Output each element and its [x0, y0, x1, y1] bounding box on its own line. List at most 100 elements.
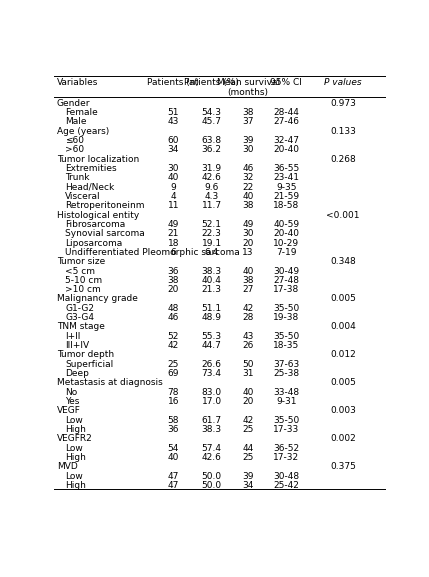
Text: 25-38: 25-38 — [273, 369, 299, 378]
Text: Extremities: Extremities — [65, 164, 117, 173]
Text: 32-47: 32-47 — [273, 136, 299, 145]
Text: 10-29: 10-29 — [273, 238, 299, 248]
Text: 33-48: 33-48 — [273, 388, 299, 397]
Text: Visceral: Visceral — [65, 192, 101, 201]
Text: 54: 54 — [168, 444, 179, 453]
Text: 47: 47 — [168, 481, 179, 490]
Text: 7-19: 7-19 — [276, 248, 296, 257]
Text: Gender: Gender — [57, 99, 91, 107]
Text: 42.6: 42.6 — [202, 173, 221, 182]
Text: 17.0: 17.0 — [202, 397, 222, 406]
Text: 38.3: 38.3 — [202, 425, 222, 434]
Text: 40: 40 — [168, 173, 179, 182]
Text: 30: 30 — [242, 145, 254, 154]
Text: 38: 38 — [168, 276, 179, 285]
Text: 9: 9 — [170, 182, 176, 192]
Text: 27-48: 27-48 — [273, 276, 299, 285]
Text: 0.133: 0.133 — [330, 126, 356, 136]
Text: 36: 36 — [168, 425, 179, 434]
Text: 0.348: 0.348 — [330, 257, 356, 266]
Text: 46: 46 — [242, 164, 254, 173]
Text: <5 cm: <5 cm — [65, 267, 95, 275]
Text: 23-41: 23-41 — [273, 173, 299, 182]
Text: 22.3: 22.3 — [202, 229, 221, 238]
Text: G1-G2: G1-G2 — [65, 304, 94, 313]
Text: 39: 39 — [242, 472, 254, 481]
Text: 47: 47 — [168, 472, 179, 481]
Text: 44.7: 44.7 — [202, 341, 221, 350]
Text: 25: 25 — [168, 360, 179, 369]
Text: 32: 32 — [242, 173, 254, 182]
Text: 63.8: 63.8 — [202, 136, 222, 145]
Text: Metastasis at diagnosis: Metastasis at diagnosis — [57, 379, 163, 388]
Text: Variables: Variables — [57, 78, 98, 87]
Text: 0.003: 0.003 — [330, 406, 356, 415]
Text: 21: 21 — [168, 229, 179, 238]
Text: 18-35: 18-35 — [273, 341, 299, 350]
Text: 52.1: 52.1 — [202, 220, 221, 229]
Text: 48.9: 48.9 — [202, 313, 221, 322]
Text: 38: 38 — [242, 201, 254, 210]
Text: 20: 20 — [242, 397, 254, 406]
Text: No: No — [65, 388, 78, 397]
Text: Trunk: Trunk — [65, 173, 90, 182]
Text: 9-31: 9-31 — [276, 397, 296, 406]
Text: 57.4: 57.4 — [202, 444, 221, 453]
Text: Mean survival
(months): Mean survival (months) — [217, 78, 280, 97]
Text: Histological entity: Histological entity — [57, 211, 139, 219]
Text: 26.6: 26.6 — [202, 360, 221, 369]
Text: 49: 49 — [242, 220, 254, 229]
Text: 52: 52 — [168, 332, 179, 341]
Text: 11.7: 11.7 — [202, 201, 222, 210]
Text: 50: 50 — [242, 360, 254, 369]
Text: 18: 18 — [168, 238, 179, 248]
Text: 20-40: 20-40 — [273, 145, 299, 154]
Text: 13: 13 — [242, 248, 254, 257]
Text: III+IV: III+IV — [65, 341, 89, 350]
Text: 6.4: 6.4 — [205, 248, 219, 257]
Text: P values: P values — [324, 78, 362, 87]
Text: 28-44: 28-44 — [273, 108, 299, 117]
Text: 28: 28 — [242, 313, 254, 322]
Text: 40: 40 — [242, 388, 254, 397]
Text: 60: 60 — [168, 136, 179, 145]
Text: Fibrosarcoma: Fibrosarcoma — [65, 220, 126, 229]
Text: 36: 36 — [168, 267, 179, 275]
Text: 43: 43 — [242, 332, 254, 341]
Text: Tumor size: Tumor size — [57, 257, 105, 266]
Text: 61.7: 61.7 — [202, 416, 222, 425]
Text: 27-46: 27-46 — [273, 117, 299, 126]
Text: 58: 58 — [168, 416, 179, 425]
Text: Liposarcoma: Liposarcoma — [65, 238, 123, 248]
Text: 20: 20 — [242, 238, 254, 248]
Text: 6: 6 — [170, 248, 176, 257]
Text: 20-40: 20-40 — [273, 229, 299, 238]
Text: 0.002: 0.002 — [330, 434, 356, 444]
Text: 17-33: 17-33 — [273, 425, 299, 434]
Text: 4: 4 — [170, 192, 176, 201]
Text: 39: 39 — [242, 136, 254, 145]
Text: 25: 25 — [242, 453, 254, 462]
Text: 18-58: 18-58 — [273, 201, 299, 210]
Text: 4.3: 4.3 — [205, 192, 219, 201]
Text: 38: 38 — [242, 276, 254, 285]
Text: 69: 69 — [168, 369, 179, 378]
Text: 95% CI: 95% CI — [270, 78, 302, 87]
Text: Patients (n): Patients (n) — [147, 78, 199, 87]
Text: Tumor depth: Tumor depth — [57, 350, 114, 359]
Text: 43: 43 — [168, 117, 179, 126]
Text: High: High — [65, 453, 86, 462]
Text: 46: 46 — [168, 313, 179, 322]
Text: 55.3: 55.3 — [202, 332, 222, 341]
Text: G3-G4: G3-G4 — [65, 313, 94, 322]
Text: Synovial sarcoma: Synovial sarcoma — [65, 229, 145, 238]
Text: 49: 49 — [168, 220, 179, 229]
Text: 48: 48 — [168, 304, 179, 313]
Text: 45.7: 45.7 — [202, 117, 221, 126]
Text: 9-35: 9-35 — [276, 182, 296, 192]
Text: 5-10 cm: 5-10 cm — [65, 276, 103, 285]
Text: 35-50: 35-50 — [273, 332, 299, 341]
Text: Malignancy grade: Malignancy grade — [57, 294, 138, 304]
Text: 44: 44 — [242, 444, 254, 453]
Text: Male: Male — [65, 117, 87, 126]
